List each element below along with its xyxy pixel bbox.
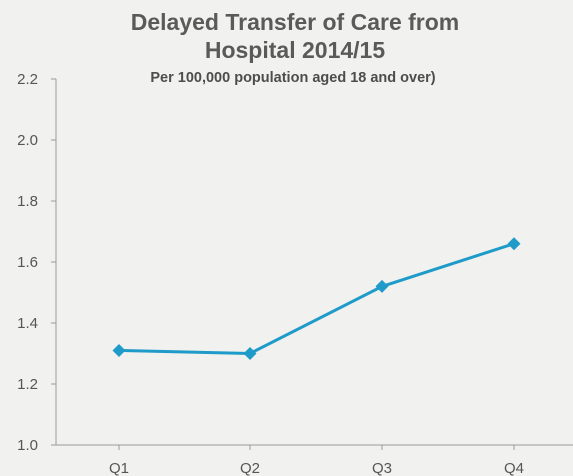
x-tick-label: Q4: [504, 460, 524, 476]
chart-title-line2: Hospital 2014/15: [205, 37, 385, 63]
y-tick-label: 1.2: [17, 376, 38, 393]
x-tick-label: Q3: [372, 460, 392, 476]
y-tick-label: 2.0: [17, 132, 38, 149]
series-line: [118, 242, 515, 355]
y-tick-label: 1.0: [17, 437, 38, 454]
axes: 1.0 1.2 1.4 1.6 1.8 2.0 2.2 Q1 Q2 Q3 Q4: [17, 71, 573, 476]
y-tick-label: 1.6: [17, 254, 38, 271]
x-tick-label: Q2: [240, 460, 260, 476]
data-point-marker: [507, 237, 521, 251]
x-tick-label: Q1: [109, 460, 129, 476]
chart-title-line1: Delayed Transfer of Care from: [131, 9, 460, 35]
chart-subtitle: Per 100,000 population aged 18 and over): [150, 70, 435, 86]
series-group: [112, 237, 521, 360]
data-point-marker: [375, 279, 389, 293]
data-point-marker: [112, 343, 126, 357]
y-tick-label: 1.8: [17, 193, 38, 210]
y-tick-label: 2.2: [17, 71, 38, 88]
data-point-marker: [243, 347, 257, 360]
y-tick-label: 1.4: [17, 315, 38, 332]
